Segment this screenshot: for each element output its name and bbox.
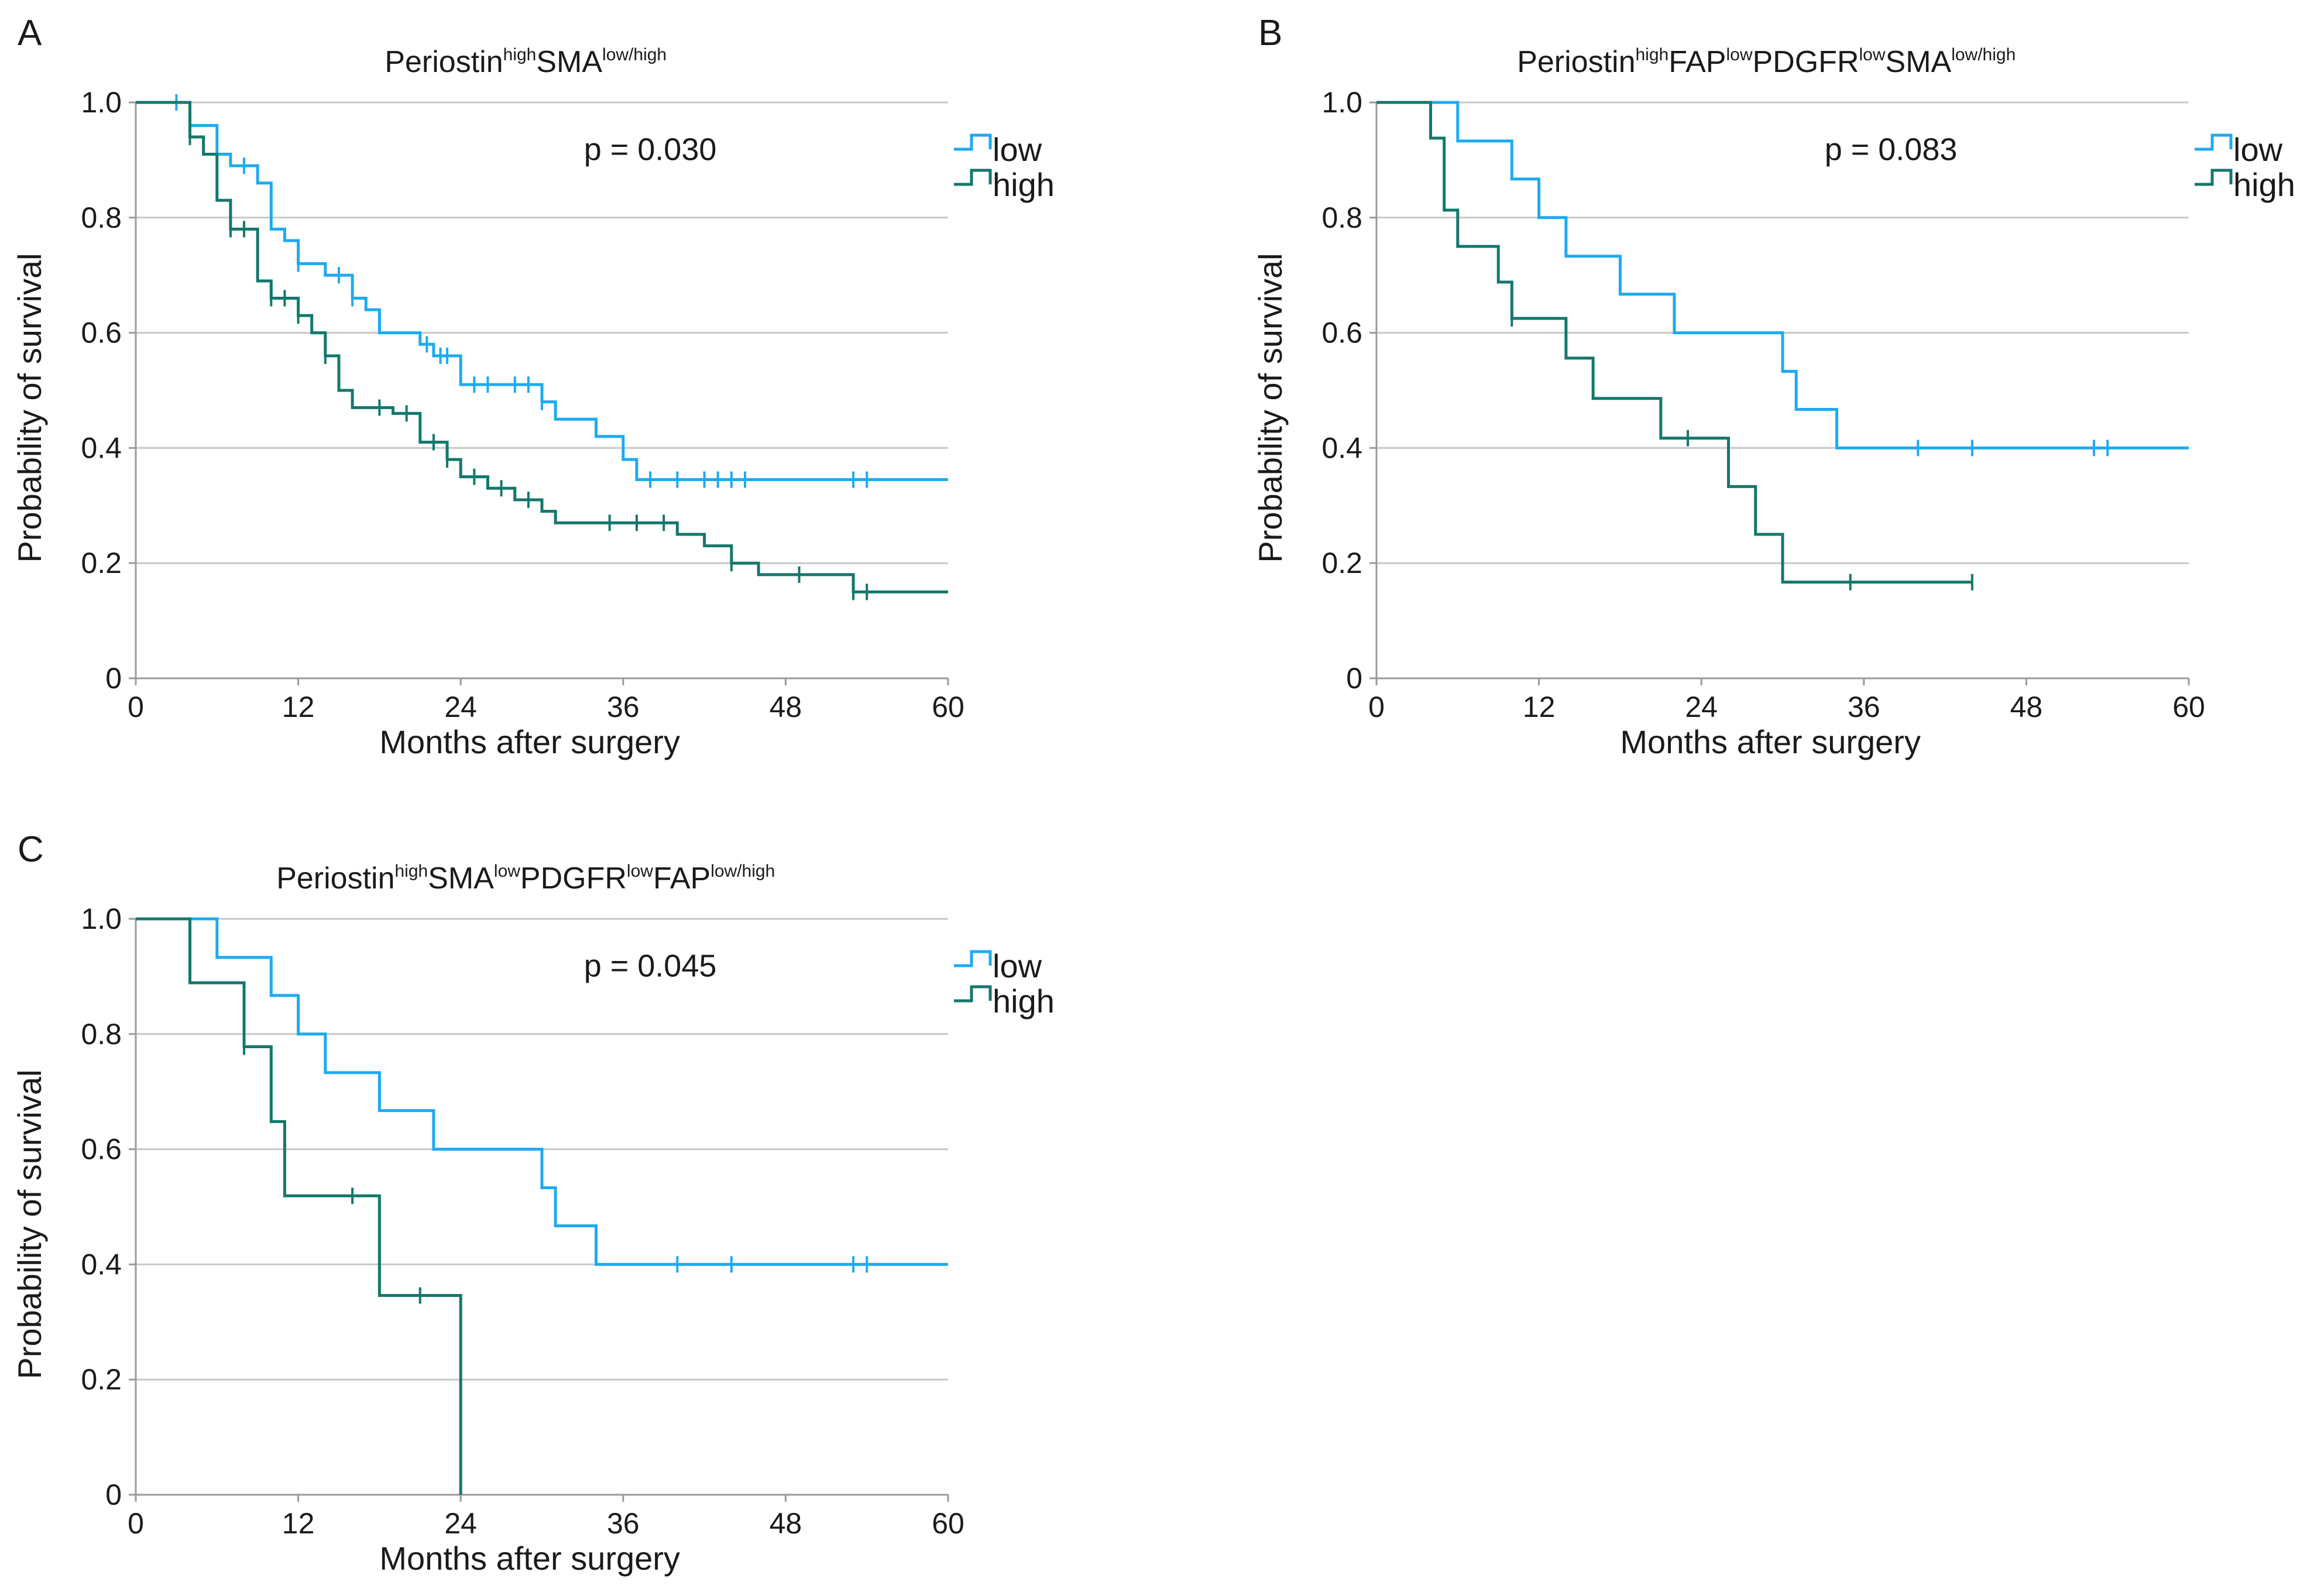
- km-curve-low: [136, 917, 948, 1266]
- legend-swatch-low: [954, 950, 992, 967]
- y-tick-label: 0.8: [81, 1018, 122, 1051]
- y-axis-title: Probability of survival: [1252, 253, 1289, 562]
- legend-swatch-high: [2195, 169, 2233, 186]
- y-axis-title: Probability of survival: [11, 253, 48, 562]
- panel-a: A 0 0.2 0.4 0.6 0.8 1.0 0 12 24 36 48 60 Months after…: [11, 13, 1055, 760]
- title-superscript: high: [503, 45, 537, 64]
- x-axis-title: Months after surgery: [379, 1540, 680, 1577]
- title-segment: SMA: [536, 45, 602, 79]
- legend-label-high: high: [993, 166, 1055, 203]
- km-curve-high: [1376, 101, 1972, 584]
- title-segment: Periostin: [276, 862, 394, 895]
- y-tick-label: 0.4: [81, 431, 122, 464]
- legend-swatch-low: [954, 133, 992, 151]
- x-axis-title: Months after surgery: [379, 723, 680, 760]
- x-axis-title: Months after surgery: [1620, 723, 1921, 760]
- y-tick-label: 0.6: [1321, 317, 1362, 349]
- panel-title: PeriostinhighSMAlow/high: [384, 45, 667, 79]
- title-segment: FAP: [1669, 45, 1726, 79]
- x-tick-label: 60: [932, 691, 964, 723]
- title-superscript: high: [395, 862, 428, 881]
- title-superscript: low/high: [710, 862, 775, 881]
- x-tick-label: 0: [128, 691, 144, 723]
- legend-label-low: low: [2233, 131, 2283, 168]
- panel-b: B 0 0.2 0.4 0.6 0.8 1.0 0 12 24 36 48 60 Months after…: [1252, 13, 2295, 760]
- title-superscript: low: [1859, 45, 1886, 64]
- p-value: p = 0.083: [1825, 132, 1958, 167]
- legend-swatch-high: [954, 169, 992, 186]
- panel-letter: B: [1258, 13, 1282, 53]
- km-curve-low: [1376, 101, 2189, 449]
- x-tick-label: 48: [770, 691, 802, 723]
- y-tick-label: 0: [105, 1478, 122, 1511]
- panel-title: PeriostinhighFAPlowPDGFRlowSMAlow/high: [1517, 45, 2016, 79]
- x-tick-label: 12: [282, 691, 315, 723]
- x-tick-label: 60: [932, 1507, 964, 1540]
- title-segment: SMA: [1886, 45, 1952, 79]
- title-superscript: low: [494, 862, 520, 881]
- y-tick-label: 0.4: [1321, 431, 1362, 464]
- title-segment: SMA: [428, 862, 494, 895]
- legend-swatch-low: [2195, 133, 2233, 151]
- x-tick-label: 48: [2010, 691, 2043, 723]
- title-segment: PDGFR: [520, 862, 627, 895]
- x-tick-label: 24: [444, 691, 477, 723]
- legend-label-high: high: [993, 983, 1055, 1020]
- title-superscript: low/high: [602, 45, 667, 64]
- x-tick-label: 0: [1368, 691, 1385, 723]
- km-curve-high: [136, 101, 948, 593]
- km-curve-high: [136, 917, 462, 1495]
- km-curve-low: [136, 101, 948, 482]
- panel-c: C 0 0.2 0.4 0.6 0.8 1.0 0 12 24 36 48 60 Months after…: [11, 829, 1055, 1577]
- title-segment: FAP: [653, 862, 710, 895]
- y-tick-label: 0.2: [81, 547, 122, 579]
- y-axis-title: Probability of survival: [11, 1069, 48, 1379]
- x-tick-label: 48: [770, 1507, 802, 1540]
- panel-letter: C: [18, 829, 44, 870]
- legend-label-low: low: [993, 131, 1042, 168]
- y-tick-label: 1.0: [81, 86, 122, 119]
- title-segment: Periostin: [384, 45, 503, 79]
- legend-label-low: low: [993, 948, 1042, 984]
- title-superscript: low: [627, 862, 653, 881]
- title-segment: Periostin: [1517, 45, 1635, 79]
- p-value: p = 0.045: [584, 948, 717, 983]
- y-tick-label: 0.8: [1321, 201, 1362, 234]
- x-tick-label: 12: [1523, 691, 1556, 723]
- x-tick-label: 12: [282, 1507, 315, 1540]
- y-tick-label: 0.4: [81, 1248, 122, 1281]
- x-tick-label: 36: [1848, 691, 1880, 723]
- y-tick-label: 0.6: [81, 317, 122, 349]
- legend-swatch-high: [954, 985, 992, 1003]
- y-tick-label: 0: [105, 662, 122, 695]
- panel-letter: A: [18, 13, 42, 53]
- x-tick-label: 36: [607, 1507, 640, 1540]
- x-tick-label: 36: [607, 691, 640, 723]
- title-superscript: low: [1726, 45, 1752, 64]
- title-superscript: high: [1636, 45, 1669, 64]
- y-tick-label: 0: [1346, 662, 1362, 695]
- y-tick-label: 0.2: [81, 1363, 122, 1396]
- y-tick-label: 0.2: [1321, 547, 1362, 579]
- x-tick-label: 24: [444, 1507, 477, 1540]
- panel-title: PeriostinhighSMAlowPDGFRlowFAPlow/high: [276, 862, 775, 895]
- y-tick-label: 1.0: [81, 902, 122, 935]
- title-superscript: low/high: [1951, 45, 2016, 64]
- y-tick-label: 1.0: [1321, 86, 1362, 119]
- x-tick-label: 0: [128, 1507, 144, 1540]
- x-tick-label: 24: [1685, 691, 1718, 723]
- title-segment: PDGFR: [1753, 45, 1859, 79]
- legend-label-high: high: [2233, 166, 2295, 203]
- y-tick-label: 0.8: [81, 201, 122, 234]
- p-value: p = 0.030: [584, 132, 717, 167]
- y-tick-label: 0.6: [81, 1133, 122, 1166]
- x-tick-label: 60: [2172, 691, 2205, 723]
